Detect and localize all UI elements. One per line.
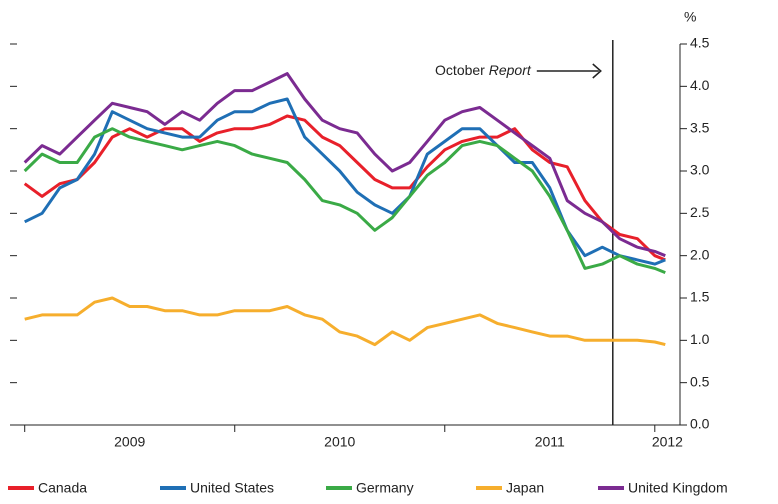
y-tick-label: 1.0	[690, 331, 710, 347]
y-tick-label: 4.5	[690, 35, 710, 51]
annotation-text: October	[435, 62, 489, 78]
legend-label: United States	[190, 480, 274, 496]
annotation-arrowhead	[592, 63, 602, 79]
annotation-text-italic: Report	[489, 62, 532, 78]
legend-label: Germany	[356, 480, 414, 496]
legend-label: Japan	[506, 480, 544, 496]
series-line	[23, 127, 666, 274]
y-tick-label: 3.0	[690, 162, 710, 178]
y-unit: %	[684, 9, 696, 25]
y-tick-label: 1.5	[690, 289, 710, 305]
y-tick-label: 0.5	[690, 373, 710, 389]
x-tick-label: 2012	[652, 434, 683, 450]
series-line	[23, 72, 666, 258]
y-tick-label: 0.0	[690, 416, 710, 432]
series-line	[24, 296, 666, 347]
legend-label: United Kingdom	[628, 480, 728, 496]
legend-label: Canada	[38, 480, 87, 496]
x-tick-label: 2011	[535, 434, 565, 450]
series-line	[24, 97, 666, 266]
x-tick-label: 2009	[114, 434, 145, 450]
x-tick-label: 2010	[324, 434, 355, 450]
y-tick-label: 3.5	[690, 119, 710, 135]
series-line	[23, 114, 666, 262]
y-tick-label: 4.0	[690, 77, 710, 93]
y-tick-label: 2.0	[690, 246, 710, 262]
annotation-label: October Report	[435, 62, 532, 78]
y-tick-label: 2.5	[690, 204, 710, 220]
